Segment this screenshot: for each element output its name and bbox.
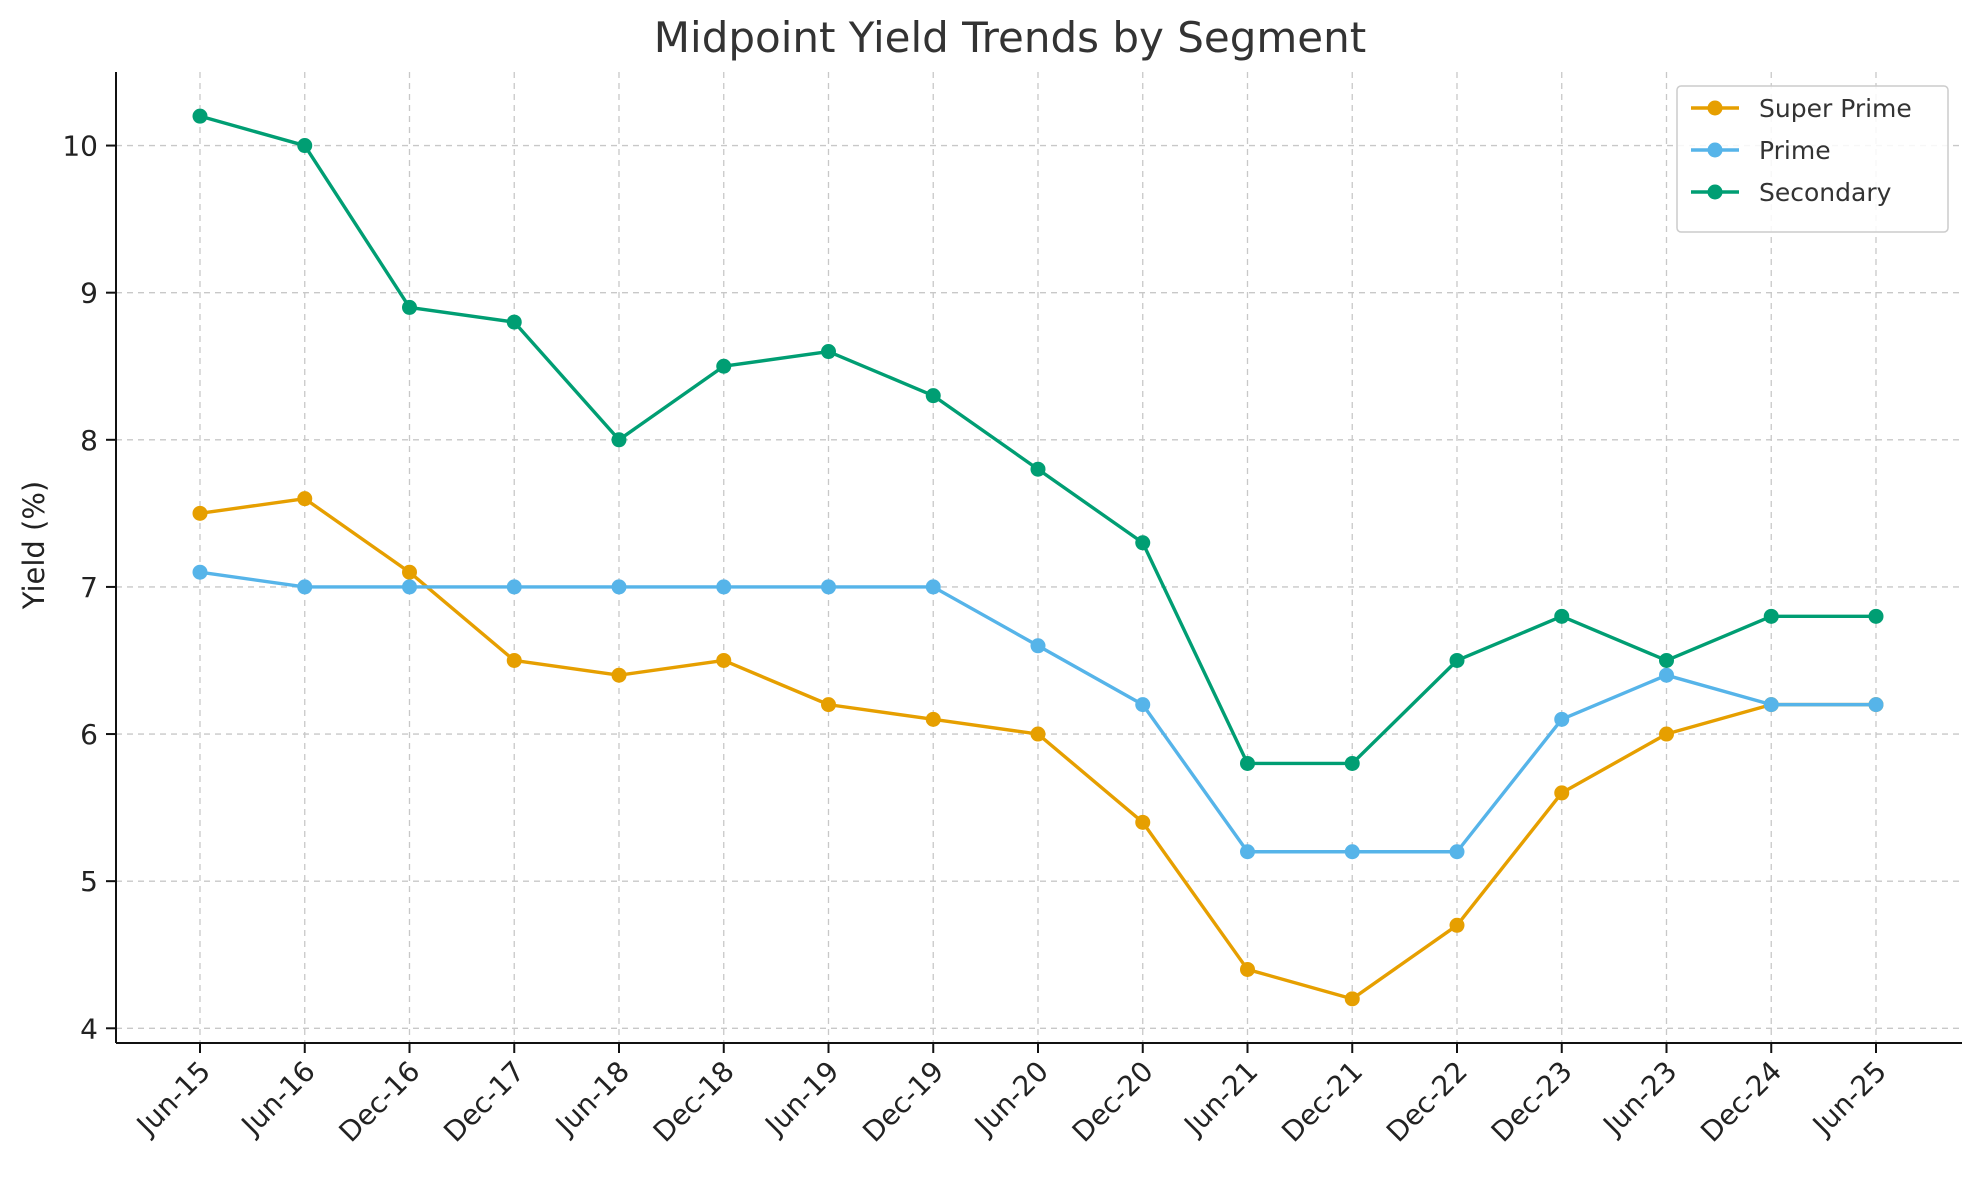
- point-secondary: [716, 358, 732, 374]
- point-prime: [1554, 711, 1570, 727]
- legend-label-secondary: Secondary: [1759, 178, 1892, 207]
- point-super-prime: [297, 491, 313, 507]
- y-tick-label: 7: [80, 571, 98, 604]
- point-super-prime: [1135, 814, 1151, 830]
- y-tick-label: 10: [62, 130, 98, 163]
- legend-label-prime: Prime: [1759, 136, 1831, 165]
- point-secondary: [1449, 652, 1465, 668]
- legend-label-super-prime: Super Prime: [1759, 94, 1912, 123]
- x-tick-label: Dec-17: [437, 1055, 531, 1149]
- point-secondary: [1135, 535, 1151, 551]
- y-axis-label: Yield (%): [17, 481, 51, 610]
- legend: Super Prime Prime Secondary: [1676, 85, 1949, 233]
- x-tick-label: Dec-18: [647, 1055, 741, 1149]
- point-super-prime: [402, 564, 417, 580]
- x-tick-label: Dec-20: [1066, 1055, 1160, 1149]
- legend-marker-secondary: [1707, 184, 1723, 200]
- x-tick-label: Dec-19: [856, 1055, 950, 1149]
- point-prime: [506, 579, 522, 595]
- point-prime: [1868, 697, 1884, 713]
- point-prime: [1135, 697, 1151, 713]
- point-super-prime: [506, 652, 522, 668]
- axes: Jun-15 Jun-16 Dec-16 Dec-17 Jun-18 Dec-18 Jun-…: [62, 72, 1962, 1149]
- x-tick-label: Jun-20: [967, 1055, 1055, 1143]
- point-super-prime: [925, 711, 941, 727]
- x-tick-label: Dec-24: [1694, 1055, 1788, 1149]
- point-prime: [925, 579, 941, 595]
- legend-marker-prime: [1707, 142, 1723, 158]
- point-secondary: [192, 108, 208, 124]
- point-prime: [1030, 638, 1046, 654]
- x-tick-label: Dec-22: [1380, 1055, 1474, 1149]
- point-super-prime: [611, 667, 627, 683]
- x-tick-label: Dec-21: [1275, 1055, 1369, 1149]
- x-tick-label: Jun-15: [129, 1055, 217, 1143]
- x-tick-label: Jun-16: [234, 1055, 322, 1143]
- point-secondary: [506, 314, 522, 330]
- point-secondary: [297, 138, 313, 154]
- point-prime: [716, 579, 732, 595]
- point-super-prime: [1030, 726, 1046, 742]
- point-secondary: [1868, 608, 1884, 624]
- point-super-prime: [192, 505, 208, 521]
- point-super-prime: [821, 697, 836, 713]
- point-prime: [192, 564, 208, 580]
- x-tick-label: Jun-23: [1595, 1055, 1683, 1143]
- y-tick-label: 9: [80, 277, 98, 310]
- series-prime: [192, 564, 1884, 860]
- point-secondary: [925, 388, 941, 404]
- x-tick-label: Jun-25: [1805, 1055, 1893, 1143]
- x-tick-label: Dec-23: [1485, 1055, 1579, 1149]
- x-tick-label: Dec-16: [332, 1055, 426, 1149]
- point-prime: [611, 579, 627, 595]
- x-tick-label: Jun-21: [1176, 1055, 1264, 1143]
- point-super-prime: [1240, 961, 1255, 977]
- point-super-prime: [1449, 917, 1465, 933]
- series-secondary: [192, 108, 1884, 771]
- point-super-prime: [716, 652, 732, 668]
- point-prime: [402, 579, 417, 595]
- point-super-prime: [1344, 991, 1360, 1007]
- point-secondary: [611, 432, 627, 448]
- point-prime: [821, 579, 836, 595]
- point-secondary: [1030, 461, 1046, 477]
- point-secondary: [1659, 652, 1674, 668]
- legend-marker-super-prime: [1707, 100, 1723, 116]
- y-tick-label: 5: [80, 865, 98, 898]
- point-prime: [297, 579, 313, 595]
- point-super-prime: [1659, 726, 1674, 742]
- legend-box: [1676, 85, 1949, 233]
- x-tick-label: Jun-18: [548, 1055, 636, 1143]
- chart-title: Midpoint Yield Trends by Segment: [654, 13, 1366, 62]
- y-tick-label: 8: [80, 424, 98, 457]
- point-secondary: [1344, 755, 1360, 771]
- point-prime: [1659, 667, 1674, 683]
- point-prime: [1240, 844, 1255, 860]
- point-secondary: [402, 299, 417, 315]
- point-secondary: [821, 344, 836, 360]
- y-tick-label: 4: [80, 1012, 98, 1045]
- x-tick-label: Jun-19: [757, 1055, 845, 1143]
- grid: [116, 72, 1962, 1043]
- point-secondary: [1240, 755, 1255, 771]
- y-tick-label: 6: [80, 718, 98, 751]
- point-prime: [1344, 844, 1360, 860]
- point-secondary: [1554, 608, 1570, 624]
- series-lines: [192, 108, 1884, 1007]
- point-secondary: [1763, 608, 1779, 624]
- point-super-prime: [1554, 785, 1570, 801]
- point-prime: [1763, 697, 1779, 713]
- point-prime: [1449, 844, 1465, 860]
